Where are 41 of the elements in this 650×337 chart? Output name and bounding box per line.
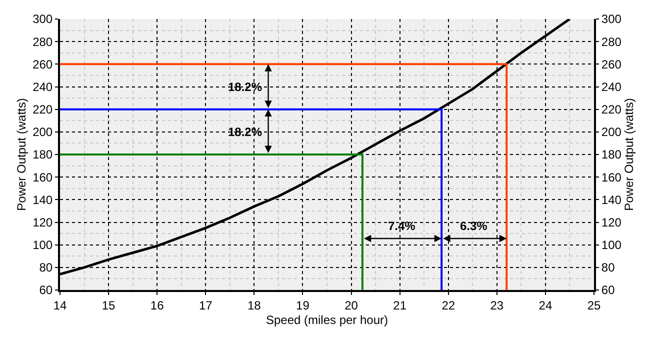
y-tick-label: 60	[39, 283, 53, 298]
x-tick-label: 24	[538, 298, 552, 312]
y2-tick-label: 280	[601, 34, 622, 49]
x-tick-label: 21	[393, 298, 407, 312]
y2-axis-title: Power Output (watts)	[622, 98, 636, 211]
y-tick-label: 260	[32, 57, 53, 72]
y2-tick-label: 160	[601, 170, 622, 184]
x-tick-label: 25	[587, 298, 601, 312]
y-tick-label: 140	[32, 192, 53, 207]
y-tick-label: 160	[32, 170, 53, 184]
x-tick-label: 15	[102, 298, 116, 312]
y-tick-label: 220	[32, 102, 53, 117]
x-axis-title: Speed (miles per hour)	[266, 312, 388, 327]
y-tick-label: 120	[32, 215, 53, 230]
y-axis-title: Power Output (watts)	[14, 98, 28, 211]
y2-tick-label: 80	[601, 260, 616, 275]
y2-tick-label: 180	[601, 148, 622, 162]
y2-tick-label: 240	[601, 80, 622, 94]
x-tick-label: 20	[344, 298, 358, 312]
y-tick-label: 180	[32, 148, 53, 162]
y2-tick-label: 140	[601, 192, 622, 207]
y-tick-label: 80	[39, 260, 53, 275]
x-tick-label: 23	[490, 298, 504, 312]
x-tick-label: 22	[442, 298, 456, 312]
x-tick-label: 18	[248, 298, 262, 312]
y-tick-label: 280	[32, 34, 53, 49]
y-tick-label: 300	[32, 12, 53, 26]
x-tick-label: 19	[296, 298, 310, 312]
y2-tick-label: 260	[601, 57, 622, 72]
y2-tick-label: 220	[601, 102, 622, 117]
y-tick-label: 100	[32, 238, 53, 252]
y-tick-label: 200	[32, 125, 53, 140]
x-tick-label: 17	[198, 298, 213, 312]
x-tick-label: 16	[150, 298, 164, 312]
y2-tick-label: 300	[601, 12, 622, 26]
y2-tick-label: 60	[601, 283, 616, 298]
y2-tick-label: 100	[601, 238, 622, 252]
y2-tick-label: 200	[601, 125, 622, 140]
y2-tick-label: 120	[601, 215, 622, 230]
y-tick-label: 240	[32, 80, 53, 94]
x-tick-label: 14	[53, 298, 67, 312]
